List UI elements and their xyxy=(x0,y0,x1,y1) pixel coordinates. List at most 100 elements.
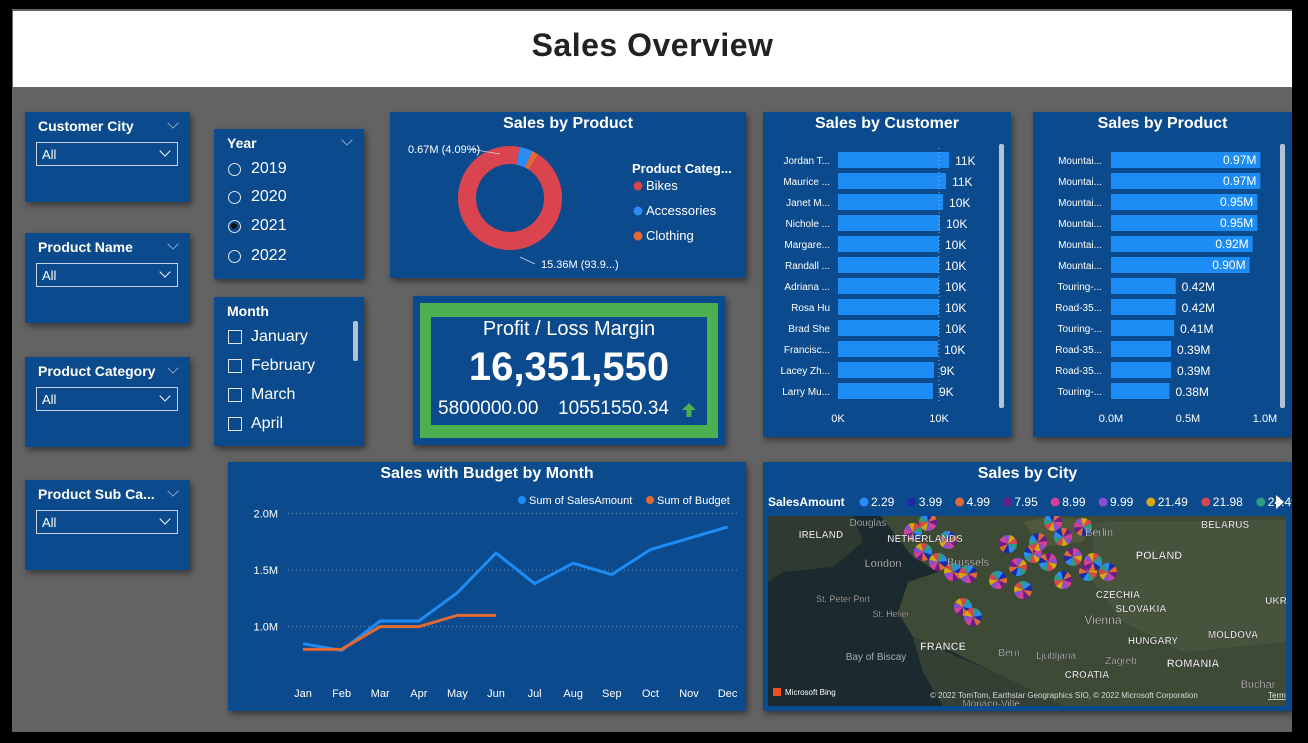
city-bubble-slice[interactable] xyxy=(928,519,937,526)
chevron-down-icon[interactable] xyxy=(167,238,179,250)
radio-button[interactable] xyxy=(228,162,241,176)
legend-next-icon[interactable] xyxy=(1276,495,1284,509)
city-bubble-slice[interactable] xyxy=(1032,533,1039,542)
city-bubble-slice[interactable] xyxy=(904,524,913,532)
city-bubble-slice[interactable] xyxy=(948,540,955,549)
month-slicer[interactable]: Month January February March April xyxy=(214,297,364,446)
city-bubble-slice[interactable] xyxy=(1081,518,1088,527)
city-bubble-slice[interactable] xyxy=(1093,555,1102,562)
city-bubble-slice[interactable] xyxy=(939,540,948,548)
legend-item[interactable]: Sum of Budget xyxy=(657,495,730,507)
bar[interactable] xyxy=(838,278,939,294)
city-bubble-slice[interactable] xyxy=(928,514,937,522)
city-bubble-slice[interactable] xyxy=(1039,562,1048,569)
bar[interactable] xyxy=(1111,278,1176,294)
city-bubble-slice[interactable] xyxy=(1029,534,1038,542)
sales-amount-line[interactable] xyxy=(302,525,729,653)
city-bubble-slice[interactable] xyxy=(923,552,932,560)
checkbox[interactable] xyxy=(228,330,242,344)
city-bubble-slice[interactable] xyxy=(1049,513,1055,522)
city-bubble-slice[interactable] xyxy=(1009,560,1018,567)
city-bubble-slice[interactable] xyxy=(1088,572,1097,579)
product-name-dropdown[interactable]: All xyxy=(36,263,178,287)
city-bubble-slice[interactable] xyxy=(1024,546,1033,554)
city-bubble-slice[interactable] xyxy=(963,598,971,607)
city-bubble-slice[interactable] xyxy=(938,555,947,562)
city-bubble-slice[interactable] xyxy=(1056,537,1063,546)
city-bubble-slice[interactable] xyxy=(1029,539,1038,546)
city-bubble-slice[interactable] xyxy=(939,531,948,540)
bar[interactable] xyxy=(1111,362,1172,378)
city-bubble-slice[interactable] xyxy=(1093,561,1102,568)
city-bubble-slice[interactable] xyxy=(1079,563,1088,572)
bar[interactable] xyxy=(1111,215,1258,231)
city-bubble-slice[interactable] xyxy=(953,563,961,572)
city-bubble-slice[interactable] xyxy=(1018,567,1027,576)
city-bubble-slice[interactable] xyxy=(1038,541,1047,548)
city-bubble-slice[interactable] xyxy=(914,546,923,553)
legend-item[interactable]: Accessories xyxy=(646,203,717,218)
city-bubble-slice[interactable] xyxy=(965,574,972,583)
product-sub-category-slicer[interactable]: Product Sub Ca... All xyxy=(25,480,190,570)
bar[interactable] xyxy=(838,257,939,273)
city-bubble-slice[interactable] xyxy=(938,562,946,571)
city-bubble-slice[interactable] xyxy=(1099,572,1108,580)
city-bubble-slice[interactable] xyxy=(1034,542,1041,551)
city-bubble-slice[interactable] xyxy=(948,540,957,547)
city-bubble-slice[interactable] xyxy=(954,602,963,609)
city-bubble-slice[interactable] xyxy=(1089,562,1096,571)
bar[interactable] xyxy=(1111,383,1170,399)
city-bubble-slice[interactable] xyxy=(1061,537,1068,546)
city-bubble-slice[interactable] xyxy=(1008,544,1017,550)
customer-city-slicer[interactable]: Customer City All xyxy=(25,112,190,202)
city-bubble-slice[interactable] xyxy=(1084,554,1093,562)
city-bubble-slice[interactable] xyxy=(1015,567,1023,576)
legend-item[interactable]: 21.98 xyxy=(1213,495,1243,509)
city-bubble-slice[interactable] xyxy=(921,513,928,522)
city-bubble-slice[interactable] xyxy=(1063,533,1072,540)
city-bubble-slice[interactable] xyxy=(989,579,998,586)
city-bubble-slice[interactable] xyxy=(925,522,933,531)
city-bubble-slice[interactable] xyxy=(1070,557,1077,566)
city-bubble-slice[interactable] xyxy=(1074,521,1083,528)
city-bubble-slice[interactable] xyxy=(1065,557,1073,566)
city-bubble-slice[interactable] xyxy=(965,617,973,626)
city-bubble-slice[interactable] xyxy=(1108,572,1115,581)
city-bubble-slice[interactable] xyxy=(1054,531,1063,538)
city-bubble-slice[interactable] xyxy=(947,572,953,581)
year-option-selected[interactable]: 2021 xyxy=(228,215,287,237)
city-bubble-slice[interactable] xyxy=(968,566,977,574)
scrollbar[interactable] xyxy=(1280,144,1285,408)
city-bubble-slice[interactable] xyxy=(913,532,922,538)
scrollbar[interactable] xyxy=(353,321,358,361)
city-bubble-slice[interactable] xyxy=(999,536,1008,544)
city-bubble-slice[interactable] xyxy=(1054,574,1063,581)
month-option[interactable]: January xyxy=(228,326,308,348)
chevron-down-icon[interactable] xyxy=(167,362,179,374)
city-bubble-slice[interactable] xyxy=(1083,519,1092,527)
city-bubble-slice[interactable] xyxy=(1099,568,1108,575)
city-bubble-slice[interactable] xyxy=(927,513,933,522)
city-bubble-slice[interactable] xyxy=(1023,581,1031,590)
bar[interactable] xyxy=(838,341,938,357)
bar[interactable] xyxy=(1111,320,1175,336)
product-category-slicer[interactable]: Product Category All xyxy=(25,357,190,447)
city-bubble-slice[interactable] xyxy=(1040,553,1048,562)
city-bubble-slice[interactable] xyxy=(973,610,982,617)
city-bubble-slice[interactable] xyxy=(1053,516,1062,523)
legend-item[interactable]: Clothing xyxy=(646,228,694,243)
city-bubble-slice[interactable] xyxy=(964,610,973,617)
city-bubble-slice[interactable] xyxy=(913,532,920,541)
city-bubble-slice[interactable] xyxy=(1038,535,1047,542)
scrollbar[interactable] xyxy=(999,144,1004,408)
bar[interactable] xyxy=(838,383,933,399)
city-bubble-slice[interactable] xyxy=(950,563,957,572)
city-bubble-slice[interactable] xyxy=(959,567,968,574)
bar[interactable] xyxy=(1111,257,1250,273)
city-bubble-slice[interactable] xyxy=(972,608,979,617)
city-bubble-slice[interactable] xyxy=(1056,580,1063,589)
city-bubble-slice[interactable] xyxy=(944,572,953,579)
city-bubble-slice[interactable] xyxy=(1044,522,1053,530)
city-bubble-slice[interactable] xyxy=(1079,572,1088,580)
city-bubble-slice[interactable] xyxy=(1019,581,1026,590)
